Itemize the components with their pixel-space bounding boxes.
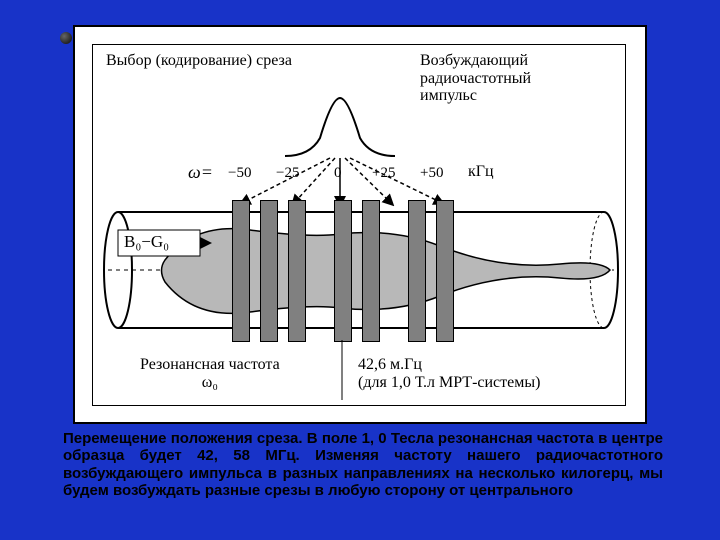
- resonance-value-label: 42,6 м.Гц (для 1,0 Т.л МРТ-системы): [358, 356, 540, 393]
- freq-tick-4: +50: [420, 165, 443, 182]
- rf-pulse-label: Возбуждающий радиочастотный импульс: [420, 52, 531, 105]
- slice-2: [260, 200, 278, 342]
- slide-caption: Перемещение положения среза. В поле 1, 0…: [63, 430, 663, 499]
- freq-tick-3: +25: [372, 165, 395, 182]
- freq-unit: кГц: [468, 163, 494, 181]
- freq-tick-1: −25: [276, 165, 299, 182]
- slice-select-label: Выбор (кодирование) среза: [106, 52, 292, 70]
- gaussian-pulse: [280, 88, 400, 160]
- slice-1: [232, 200, 250, 342]
- field-label: B₀−G₀: [124, 232, 169, 252]
- slice-5: [362, 200, 380, 342]
- slice-7: [436, 200, 454, 342]
- freq-tick-2: 0: [334, 165, 342, 182]
- slice-center: [334, 200, 352, 342]
- slide-bullet: [60, 32, 72, 44]
- freq-tick-0: −50: [228, 165, 251, 182]
- slice-6: [408, 200, 426, 342]
- resonance-freq-label: Резонансная частота ω₀: [140, 356, 280, 393]
- slice-3: [288, 200, 306, 342]
- omega-symbol: ω=: [188, 162, 213, 183]
